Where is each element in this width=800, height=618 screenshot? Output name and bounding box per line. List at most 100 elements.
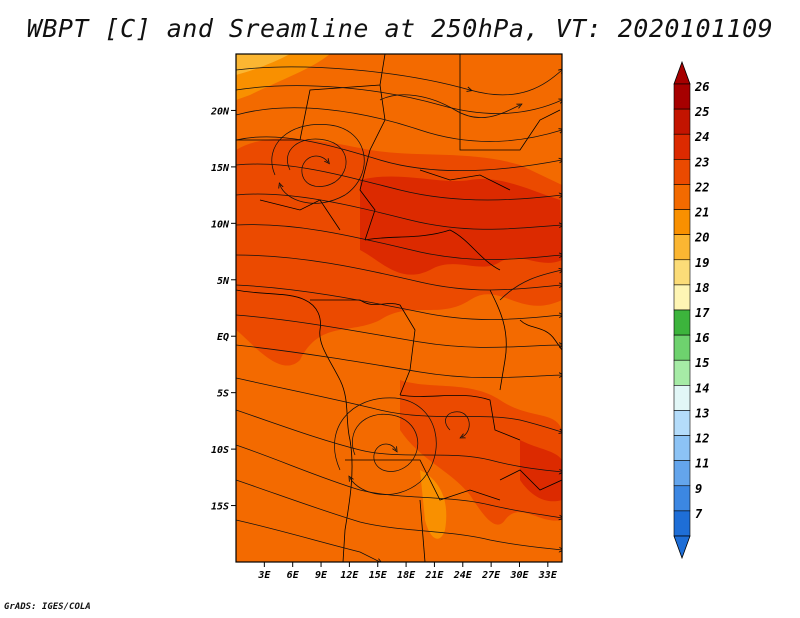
vortex-north [287,138,347,187]
colorbar-label: 22 [694,180,709,194]
colorbar-swatch [673,309,691,336]
colorbar: 26 25 24 23 22 21 20 19 18 17 16 15 14 13 12 11 9 7 [673,60,710,560]
border-angola-zambia [345,459,501,501]
colorbar-label: 26 [694,80,709,94]
lon-tick-label: 3E [257,570,271,581]
coastline-west [236,289,353,562]
streamline [236,377,562,432]
colorbar-label: 19 [695,256,709,270]
lat-tick-label: EQ [217,332,229,343]
streamline [236,66,562,96]
colorbar-swatch [673,259,691,286]
lon-tick-label: 21E [424,570,444,581]
vortex-north-outer [271,123,365,204]
credit-label: GrADS: IGES/COLA [4,602,91,612]
streamline [236,409,562,472]
cool-patch-21 [420,470,447,539]
colorbar-label: 13 [695,406,709,420]
map-frame [235,53,563,563]
colorbar-label: 12 [695,432,709,446]
border-nigeria [259,199,341,231]
colorbar-swatch [673,359,691,386]
colorbar-label: 21 [694,206,709,220]
colorbar-swatch [673,108,691,135]
lon-tick-label: 18E [397,570,416,581]
streamline [379,94,520,118]
lon-tick-label: 6E [287,570,300,581]
colorbar-swatch [673,334,691,361]
streamline [236,444,562,518]
streamline [236,163,562,201]
lat-tick-label: 15S [211,502,229,513]
lat-tick-label: 5N [217,276,230,287]
colorbar-swatch [673,510,691,537]
streamline [236,344,562,379]
colorbar-swatch [673,284,691,311]
lon-tick-label: 33E [538,570,558,581]
streamline [236,519,380,562]
longitude-axis: 3E 6E 9E 12E 15E 18E 21E 24E 27E 30E 33E [257,562,558,581]
border-sahel [236,54,386,141]
colorbar-label: 9 [695,482,702,496]
colorbar-swatch [673,184,691,210]
warm-southeast-24 [520,440,562,502]
border-lakes [489,289,507,391]
lat-tick-label: 15N [211,163,230,174]
streamline [236,479,562,550]
streamlines [236,66,562,562]
colorbar-swatch [673,435,691,461]
colorbar-label: 17 [695,306,710,320]
colorbar-label: 16 [695,331,709,345]
colorbar-label: 14 [695,381,709,395]
colorbar-label: 7 [695,507,703,521]
cool-corner-20 [236,54,290,75]
border-sudan-south [419,169,511,191]
colorbar-swatch [673,385,691,411]
streamline [236,284,562,320]
streamline [236,136,562,172]
colorbar-label: 11 [695,457,709,471]
lat-tick-label: 10S [211,445,229,456]
lon-tick-label: 15E [369,570,388,581]
border-sudan [459,54,561,151]
colorbar-swatch [673,83,691,110]
colorbar-label: 20 [694,231,709,245]
colorbar-swatch [673,159,691,185]
border-east [519,319,562,351]
lon-tick-label: 12E [340,570,359,581]
streamline [236,254,562,291]
lon-tick-label: 9E [315,570,328,581]
vortex-south-outer [334,397,437,495]
colorbar-bottom-cap [673,535,691,560]
colorbar-swatch [673,410,691,436]
colorbar-label: 23 [694,155,709,169]
colorbar-label: 25 [694,105,709,119]
vortex-east [445,411,470,437]
lon-tick-label: 30E [509,570,529,581]
streamline [236,107,562,142]
colorbar-swatch [673,133,691,160]
streamline [499,270,562,301]
border-chad [359,84,386,241]
colorbar-swatch [673,460,691,487]
colorbar-label: 18 [695,281,709,295]
vortex-south [352,413,419,472]
country-borders [236,54,562,562]
colorbar-swatch [673,234,691,261]
colorbar-label: 15 [695,356,709,370]
lon-tick-label: 27E [481,570,501,581]
border-drc-south [399,394,521,441]
lon-tick-label: 24E [453,570,473,581]
streamline [236,224,562,260]
colorbar-label: 24 [694,130,709,144]
lat-tick-label: 5S [217,389,229,400]
colorbar-swatch [673,485,691,512]
streamline [236,85,562,114]
colorbar-swatch [673,209,691,235]
colorbar-top-cap [673,60,691,85]
chart-title: WBPT [C] and Sreamline at 250hPa, VT: 20… [26,14,774,43]
streamline [236,193,562,230]
latitude-axis: 20N 15N 10N 5N EQ 5S 10S 15S [210,106,236,513]
